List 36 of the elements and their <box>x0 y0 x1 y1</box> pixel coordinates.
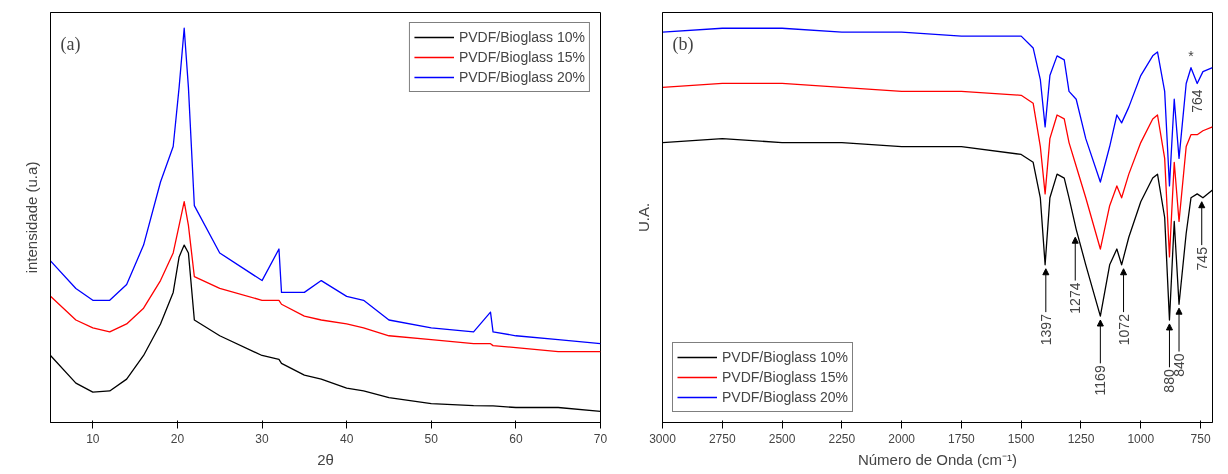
y-axis-title: U.A. <box>634 202 652 233</box>
annotation: 1274 <box>1067 282 1084 314</box>
annotation: (b) <box>672 34 694 56</box>
annotation: 1169 <box>1092 365 1109 396</box>
legend-label: PVDF/Bioglass 10% <box>722 349 849 365</box>
x-tick-label: 1000 <box>1127 431 1155 446</box>
x-tick-label: 60 <box>509 431 523 446</box>
annotation: 745 <box>1193 246 1210 271</box>
x-tick-label: 1500 <box>1007 431 1035 446</box>
x-tick-label: 3000 <box>649 431 677 446</box>
x-tick-label: 70 <box>593 431 608 446</box>
legend-label: PVDF/Bioglass 15% <box>458 49 585 65</box>
legend-label: PVDF/Bioglass 20% <box>722 389 849 405</box>
x-tick-label: 40 <box>339 431 354 446</box>
annotation: 1397 <box>1037 313 1054 346</box>
x-tick-label: 10 <box>86 431 100 446</box>
x-tick-label: 2250 <box>828 431 856 446</box>
annotation: 1072 <box>1115 313 1132 346</box>
x-tick-label: 30 <box>255 431 270 446</box>
y-axis-title: intensidade (u.a) <box>22 161 40 274</box>
annotation: * <box>1188 47 1195 64</box>
x-tick-label: 2750 <box>708 431 736 446</box>
x-tick-label: 2500 <box>768 431 796 446</box>
x-axis-title: 2θ <box>317 450 334 468</box>
x-tick-label: 20 <box>170 431 185 446</box>
x-tick-label: 2000 <box>888 431 916 446</box>
x-axis-title: Número de Onda (cm⁻¹) <box>857 450 1018 468</box>
legend-label: PVDF/Bioglass 10% <box>458 29 585 45</box>
x-tick-label: 1750 <box>948 431 976 446</box>
legend-label: PVDF/Bioglass 20% <box>458 69 585 85</box>
x-tick-label: 1250 <box>1067 431 1095 446</box>
legend-label: PVDF/Bioglass 15% <box>722 369 849 385</box>
x-tick-label: 50 <box>424 431 439 446</box>
annotation: (a) <box>60 34 81 56</box>
annotation: 764 <box>1189 89 1206 113</box>
x-tick-label: 750 <box>1190 431 1211 446</box>
